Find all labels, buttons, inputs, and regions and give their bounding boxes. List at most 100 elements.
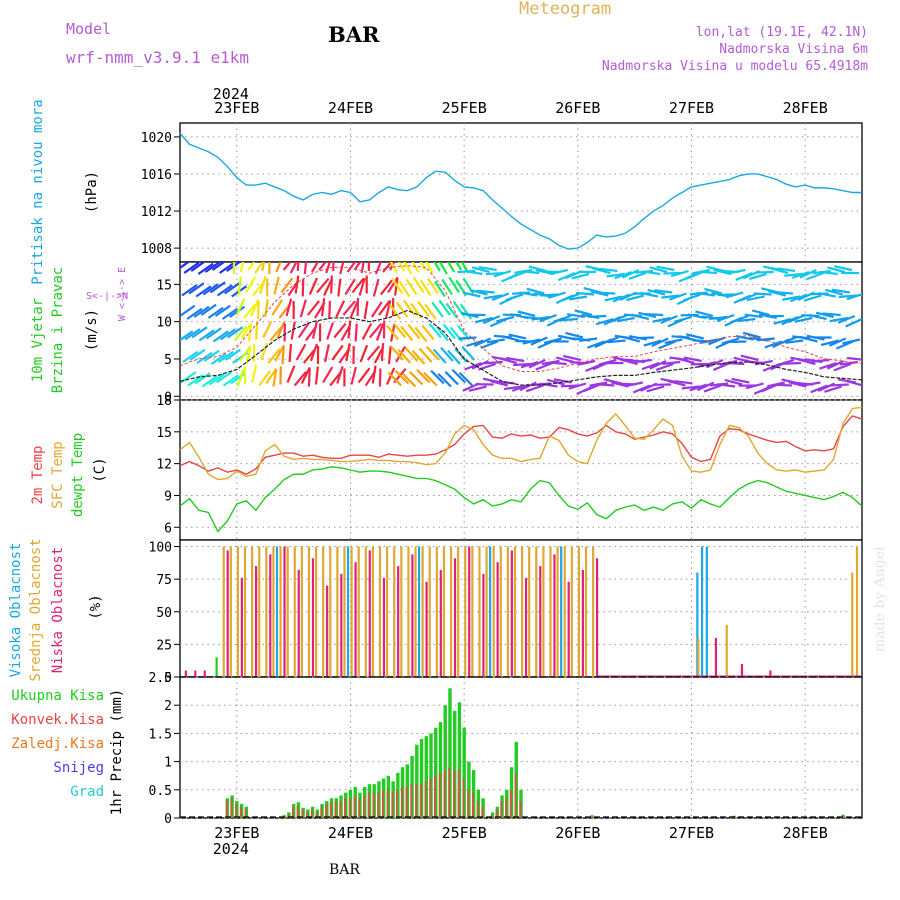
wind-barb (447, 262, 456, 273)
wind-barb (440, 346, 454, 362)
wind-barb (822, 312, 841, 317)
precip-conv-bar (424, 781, 427, 818)
precip-conv-bar (429, 778, 432, 818)
cloud-bar (382, 577, 386, 677)
wind-barb (236, 369, 245, 387)
cloud-bar (314, 546, 318, 677)
precip-legend-item: Snijeg (53, 760, 104, 776)
wind-barb (307, 368, 311, 387)
wind-barb (347, 320, 352, 339)
cloud-bar (581, 570, 584, 677)
wind-barb (565, 331, 584, 339)
cloud-bar (510, 550, 513, 677)
wind-barb (311, 262, 319, 273)
wind-barb (676, 357, 695, 365)
precip-conv-bar (514, 772, 517, 818)
wind-barb (414, 326, 428, 343)
wind-barb (183, 262, 200, 274)
wind-barb (458, 336, 477, 340)
wind-barb (464, 361, 482, 371)
precip-conv-bar (495, 809, 498, 818)
cloud-bar (386, 546, 389, 677)
day-label-bottom: 27FEB (669, 824, 714, 842)
wind-barb (395, 301, 409, 318)
wind-barb (742, 331, 761, 339)
wind-barb (221, 307, 239, 320)
wind-barb (353, 262, 362, 271)
wind-barb (724, 378, 743, 386)
wind-barb (428, 322, 442, 339)
wind-barb (260, 342, 269, 361)
y-tick-label: 15 (156, 426, 172, 441)
wind-barb (491, 292, 510, 302)
wind-barb (328, 300, 332, 320)
wind-barb (427, 277, 439, 295)
wind-barb (322, 366, 334, 384)
cloud-bar (468, 546, 471, 677)
wind-barb (827, 266, 846, 274)
cloud-bar (496, 562, 499, 677)
wind-barb (842, 338, 861, 345)
wind-barb (785, 339, 804, 344)
wind-barb (404, 346, 419, 362)
wind-barb (751, 309, 770, 317)
wind-barb (261, 262, 266, 272)
wind-barb (819, 361, 837, 370)
temp-ylabel-2m: 2m Temp (30, 445, 46, 504)
wind-barb (451, 368, 466, 384)
cloud-bar (714, 637, 718, 677)
y-tick-label: 1.5 (149, 727, 172, 742)
wind-barb (233, 325, 247, 342)
year-label-bottom: 2024 (213, 840, 249, 858)
wind-barb (230, 372, 247, 385)
temp-series-line (179, 415, 863, 476)
panel-temperature: 6 9 12 15 18 (156, 394, 863, 541)
wind-barb (280, 277, 294, 294)
wind-barb (345, 343, 351, 362)
wind-barb (658, 340, 676, 350)
wind-barb (438, 262, 448, 275)
cloud-bar (740, 663, 744, 677)
station-title: BAR (328, 22, 380, 47)
cloud-bar (343, 546, 346, 677)
wind-barb (417, 300, 430, 317)
cloud-bar (553, 554, 556, 677)
wind-barb (579, 337, 598, 342)
wind-barb (389, 262, 396, 271)
wind-barb (211, 262, 226, 271)
wind-barb (335, 300, 346, 318)
wind-barb (293, 370, 308, 387)
wind-barb (661, 294, 680, 299)
wind-barb (394, 277, 399, 296)
cloud-bar (442, 546, 446, 677)
wind-barb (588, 314, 607, 318)
cloud-bar (300, 546, 303, 677)
wind-barb (728, 340, 747, 344)
wind-barb (562, 292, 581, 302)
wind-barb (651, 337, 669, 347)
wind-barb (331, 344, 344, 361)
wind-barb (755, 270, 774, 274)
wind-barb (425, 345, 440, 361)
wind-barb (458, 371, 474, 387)
wind-barb (526, 287, 545, 295)
wind-barb (482, 314, 501, 325)
wind-barb (316, 277, 330, 294)
precip-conv-bar (396, 789, 399, 818)
wind-barb (276, 321, 286, 339)
cloud-bar (283, 546, 286, 677)
wind-barb (535, 361, 553, 371)
wind-barb (583, 383, 601, 393)
cloud-bar (482, 573, 485, 677)
precip-conv-bar (448, 767, 451, 818)
precip-conv-bar (296, 805, 299, 818)
wind-barb (773, 383, 793, 387)
wind-barb (380, 279, 393, 296)
wind-barb (350, 366, 357, 385)
wind-barb (820, 339, 839, 347)
wind-barb (499, 357, 518, 365)
y-tick-label: 1 (164, 756, 172, 771)
wind-barb (707, 336, 726, 346)
precip-conv-bar (320, 806, 323, 818)
precip-conv-bar (386, 789, 389, 818)
